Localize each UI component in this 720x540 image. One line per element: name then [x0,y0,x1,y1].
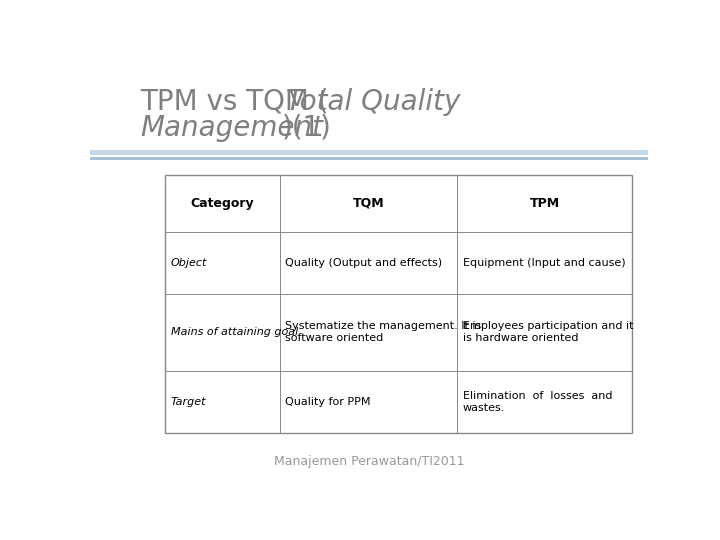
Text: Quality for PPM: Quality for PPM [285,397,371,407]
Bar [166,175,632,433]
Text: Equipment (Input and cause): Equipment (Input and cause) [463,258,626,268]
Text: Systematize the management. It is
software oriented: Systematize the management. It is softwa… [285,321,482,343]
Text: Management: Management [140,114,323,142]
Text: Total Quality: Total Quality [287,87,461,116]
Text: TPM vs TQM (: TPM vs TQM ( [140,87,329,116]
Text: Manajemen Perawatan/TI2011: Manajemen Perawatan/TI2011 [274,455,464,468]
Text: Target: Target [171,397,207,407]
Text: Category: Category [191,197,254,210]
FancyBboxPatch shape [90,150,648,156]
Text: )(1): )(1) [282,114,332,142]
FancyBboxPatch shape [90,157,648,160]
Text: Quality (Output and effects): Quality (Output and effects) [285,258,443,268]
Text: TQM: TQM [353,197,384,210]
Text: Elimination  of  losses  and
wastes.: Elimination of losses and wastes. [463,390,612,413]
Text: Mains of attaining goal: Mains of attaining goal [171,327,298,338]
Text: TPM: TPM [530,197,560,210]
Text: Object: Object [171,258,207,268]
Text: Employees participation and it
is hardware oriented: Employees participation and it is hardwa… [463,321,634,343]
